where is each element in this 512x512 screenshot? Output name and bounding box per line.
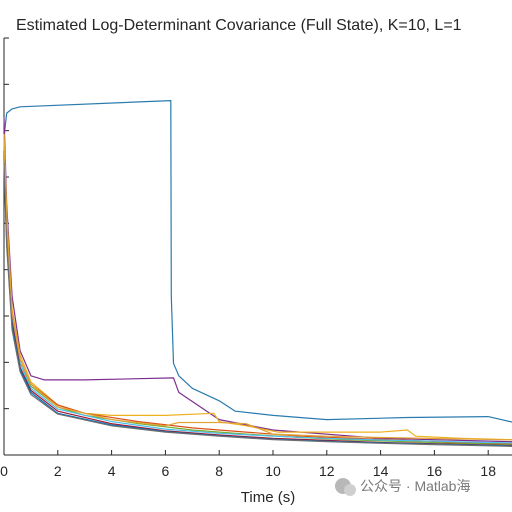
series-line-6 xyxy=(3,142,512,444)
series-line-8 xyxy=(3,158,512,447)
series-line-5 xyxy=(3,154,512,445)
wechat-icon-bubble xyxy=(344,484,356,496)
plot-area xyxy=(3,99,512,447)
x-tick-label: 8 xyxy=(215,463,223,479)
series-line-4 xyxy=(3,146,512,445)
x-tick-label: 4 xyxy=(108,463,116,479)
x-tick-label: 14 xyxy=(373,463,389,479)
series-line-7 xyxy=(3,150,512,446)
chart-title: Estimated Log-Determinant Covariance (Fu… xyxy=(16,17,462,34)
x-tick-label: 6 xyxy=(162,463,170,479)
x-axis-label: Time (s) xyxy=(241,489,295,506)
series-line-3 xyxy=(3,133,512,441)
watermark: 公众号 · Matlab海 xyxy=(335,478,470,496)
x-tick-label: 16 xyxy=(427,463,443,479)
y-ticks xyxy=(4,37,9,410)
x-tick-label: 0 xyxy=(0,463,8,479)
watermark-text: 公众号 · Matlab海 xyxy=(360,478,470,494)
x-tick-label: 10 xyxy=(265,463,281,479)
x-ticks: 0 2 4 6 8 10 12 14 16 18 xyxy=(0,450,496,479)
series-line-9 xyxy=(3,138,512,441)
series-line-1 xyxy=(3,99,512,423)
x-tick-label: 18 xyxy=(480,463,496,479)
axes: 0 2 4 6 8 10 12 14 16 18 xyxy=(0,37,512,479)
x-tick-label: 12 xyxy=(319,463,335,479)
series-line-2 xyxy=(3,117,512,443)
x-tick-label: 2 xyxy=(54,463,62,479)
series-line-10 xyxy=(3,163,512,447)
